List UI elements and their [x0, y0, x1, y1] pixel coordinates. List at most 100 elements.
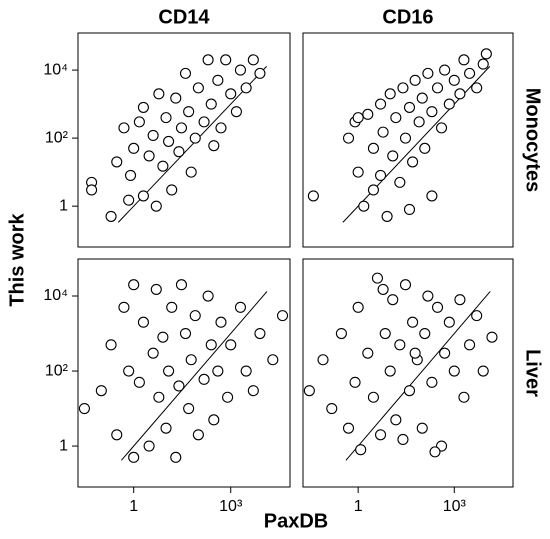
- point: [367, 391, 379, 403]
- point: [153, 88, 165, 100]
- point: [185, 166, 197, 178]
- point: [192, 429, 204, 441]
- point: [409, 74, 421, 86]
- panel: [86, 54, 267, 223]
- point: [133, 116, 145, 128]
- point: [426, 190, 438, 202]
- point: [111, 156, 123, 168]
- point: [234, 64, 247, 76]
- y-tick-label: 10⁴: [43, 61, 68, 78]
- point: [179, 67, 192, 79]
- point: [185, 354, 197, 366]
- reference-line: [120, 291, 268, 461]
- point: [375, 98, 387, 110]
- point: [230, 106, 242, 118]
- point: [394, 176, 406, 188]
- point: [397, 82, 409, 94]
- point: [111, 429, 123, 441]
- point: [486, 331, 498, 343]
- point: [212, 365, 224, 377]
- point: [173, 380, 185, 392]
- point: [443, 98, 455, 110]
- point: [118, 301, 130, 313]
- point: [173, 146, 185, 158]
- point: [390, 414, 402, 426]
- point: [480, 48, 492, 60]
- point: [222, 391, 234, 403]
- panel: [303, 272, 498, 461]
- point: [379, 327, 391, 340]
- point: [471, 82, 483, 94]
- row-label: Liver: [522, 349, 544, 397]
- x-tick-label: 10³: [443, 498, 467, 515]
- y-tick-label: 1: [59, 197, 68, 214]
- x-tick-label: 10³: [219, 498, 243, 515]
- point: [183, 402, 195, 415]
- point: [454, 294, 466, 306]
- point: [426, 376, 438, 388]
- y-tick-label: 1: [59, 437, 68, 454]
- point: [409, 347, 421, 359]
- point: [95, 385, 107, 397]
- y-axis-label: This work: [6, 212, 28, 306]
- point: [105, 210, 117, 222]
- point: [205, 339, 217, 351]
- panel-frame: [77, 258, 291, 488]
- point: [143, 150, 155, 162]
- point: [163, 365, 175, 377]
- point: [448, 365, 460, 377]
- point: [240, 365, 252, 377]
- point: [358, 200, 370, 212]
- panel-frame: [302, 258, 514, 488]
- point: [123, 194, 135, 206]
- panel-frame: [302, 32, 514, 248]
- row-label: Monocytes: [522, 88, 544, 192]
- point: [426, 106, 438, 118]
- point: [454, 88, 466, 100]
- point: [387, 150, 399, 162]
- point: [416, 422, 428, 434]
- point: [133, 376, 145, 388]
- point: [335, 327, 347, 340]
- point: [342, 132, 355, 144]
- point: [215, 316, 227, 328]
- point: [443, 316, 455, 328]
- panel: [78, 279, 289, 463]
- point: [403, 101, 416, 113]
- point: [367, 142, 379, 154]
- point: [342, 422, 355, 434]
- point: [128, 451, 140, 463]
- point: [464, 67, 476, 79]
- x-tick-label: 1: [354, 498, 363, 515]
- point: [147, 129, 159, 141]
- point: [371, 272, 383, 284]
- point: [317, 354, 329, 366]
- reference-line: [342, 66, 491, 223]
- point: [225, 88, 237, 100]
- point: [105, 339, 117, 351]
- point: [78, 402, 90, 415]
- point: [303, 385, 315, 397]
- point: [163, 135, 175, 147]
- point: [439, 347, 451, 359]
- point: [179, 327, 192, 340]
- column-label: CD14: [158, 6, 210, 28]
- point: [189, 132, 201, 144]
- point: [175, 122, 188, 134]
- point: [118, 122, 130, 134]
- point: [394, 339, 406, 351]
- point: [225, 339, 237, 351]
- point: [477, 58, 489, 70]
- point: [137, 101, 149, 113]
- point: [403, 203, 416, 216]
- point: [202, 54, 214, 66]
- point: [143, 440, 155, 452]
- point: [349, 376, 361, 388]
- point: [198, 116, 210, 128]
- point: [399, 132, 412, 144]
- point: [157, 160, 169, 172]
- point: [205, 98, 217, 110]
- point: [208, 140, 220, 152]
